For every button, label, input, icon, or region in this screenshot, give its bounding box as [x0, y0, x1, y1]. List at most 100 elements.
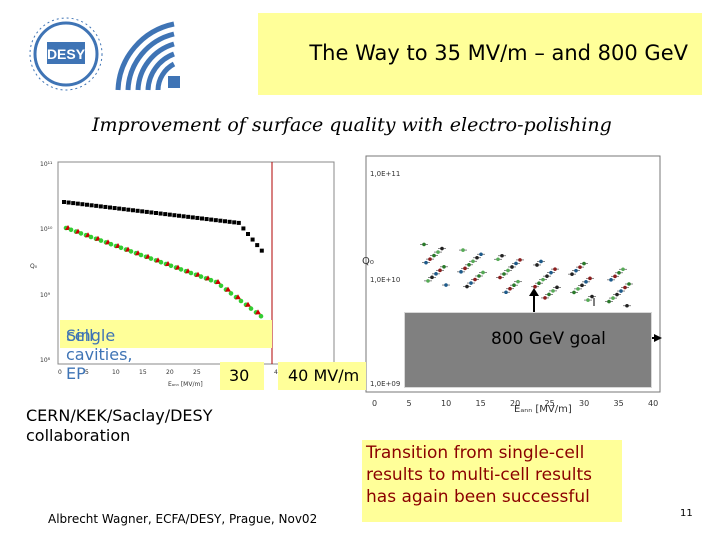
marker-black — [121, 207, 126, 212]
marker-point — [504, 290, 508, 295]
page-number: 11 — [680, 508, 693, 519]
right-xlabel: Eₐₙₙ [MV/m] — [514, 404, 572, 414]
marker-black — [195, 215, 200, 220]
left-xlabel: Eₐₙₙ [MV/m] — [168, 381, 203, 388]
marker-red — [255, 309, 261, 315]
collab-line: collaboration — [26, 426, 131, 445]
marker-point — [428, 257, 432, 261]
marker-point — [518, 258, 522, 262]
goal-label: 800 GeV goal — [491, 329, 606, 349]
marker-point — [617, 271, 621, 275]
marker-point — [496, 257, 500, 262]
single-word: Single — [66, 326, 116, 345]
marker-black — [158, 211, 163, 216]
marker-point — [615, 292, 619, 297]
marker-point — [426, 279, 430, 283]
marker-black — [213, 218, 218, 223]
marker-point — [576, 287, 580, 291]
right-xtick: 5 — [407, 399, 412, 408]
marker-green — [68, 227, 74, 233]
marker-black — [94, 203, 99, 208]
left-plot: 10¹¹ 10¹⁰ 10⁹ 10⁸ Q₀ Eₐₙₙ [MV/m] 0 5 10 15 2… — [8, 150, 348, 390]
marker-black — [75, 201, 80, 206]
left-plot-svg: 10¹¹ 10¹⁰ 10⁹ 10⁸ Q₀ Eₐₙₙ [MV/m] 0 5 10 15 2… — [30, 161, 335, 388]
marker-black — [186, 214, 191, 219]
marker-point — [537, 281, 541, 285]
marker-point — [625, 303, 629, 308]
marker-black — [259, 248, 264, 253]
marker-black — [241, 226, 246, 231]
marker-green — [198, 274, 204, 279]
marker-black — [154, 211, 158, 215]
marker-point — [572, 290, 576, 295]
marker-green — [168, 263, 174, 269]
marker-red — [225, 286, 231, 292]
marker-point — [473, 277, 477, 282]
marker-point — [543, 296, 547, 300]
transition-line: results to multi-cell results — [366, 465, 593, 485]
marker-red — [215, 279, 221, 284]
marker-point — [436, 250, 440, 254]
marker-point — [533, 284, 537, 289]
marker-point — [481, 270, 485, 275]
marker-green — [88, 234, 94, 240]
marker-black — [71, 201, 76, 206]
left-ytick: 10¹¹ — [40, 161, 53, 168]
arrow-head — [529, 288, 539, 296]
transition-box: Transition from single-cell results to m… — [362, 440, 622, 522]
marker-point — [459, 270, 463, 274]
marker-black — [246, 232, 250, 236]
marker-point — [623, 285, 627, 290]
title-box: The Way to 35 MV/m – and 800 GeV — [258, 13, 702, 95]
marker-black — [250, 237, 255, 242]
marker-black — [167, 212, 172, 217]
marker-point — [477, 274, 481, 278]
marker-point — [463, 266, 467, 271]
marker-green — [108, 241, 114, 247]
marker-black — [223, 219, 227, 224]
marker-black — [135, 208, 140, 213]
right-xtick: 35 — [614, 399, 624, 408]
left-ytick: 10⁸ — [40, 357, 51, 364]
marker-black — [66, 200, 71, 205]
marker-green — [188, 270, 194, 276]
marker-green — [248, 306, 254, 311]
marker-point — [578, 265, 582, 269]
right-ytick: 1,0E+11 — [370, 170, 400, 178]
marker-point — [502, 272, 506, 276]
marker-green — [208, 277, 214, 283]
marker-point — [580, 283, 584, 288]
left-xtick: 0 — [58, 369, 62, 376]
marker-black — [177, 213, 181, 218]
slide-title: The Way to 35 MV/m – and 800 GeV — [309, 41, 688, 65]
marker-point — [506, 268, 510, 273]
marker-point — [430, 275, 434, 280]
left-xtick: 20 — [166, 369, 174, 376]
desy-logo: DESY — [14, 10, 192, 96]
marker-black — [98, 204, 103, 209]
label-40: 40 MV/m — [288, 366, 360, 385]
marker-point — [555, 285, 559, 290]
marker-point — [609, 278, 613, 282]
marker-point — [582, 261, 586, 266]
marker-red — [235, 294, 241, 300]
marker-green — [138, 252, 144, 258]
right-xtick: 25 — [545, 399, 555, 408]
marker-red — [245, 301, 251, 307]
footer-author: Albrecht Wagner, ECFA/DESY, Prague, Nov0… — [48, 512, 318, 526]
marker-point — [627, 282, 631, 286]
left-markers — [62, 200, 264, 319]
left-xtick: 25 — [193, 369, 201, 376]
marker-point — [432, 253, 436, 258]
marker-green — [258, 313, 264, 319]
marker-point — [539, 259, 543, 264]
marker-green — [238, 298, 244, 304]
marker-black — [117, 206, 122, 211]
marker-green — [78, 231, 84, 236]
marker-green — [228, 291, 234, 296]
left-xtick: 40 — [274, 369, 282, 376]
arrow-head — [654, 334, 662, 342]
marker-point — [613, 274, 617, 279]
marker-black — [236, 220, 241, 225]
marker-black — [62, 200, 66, 204]
